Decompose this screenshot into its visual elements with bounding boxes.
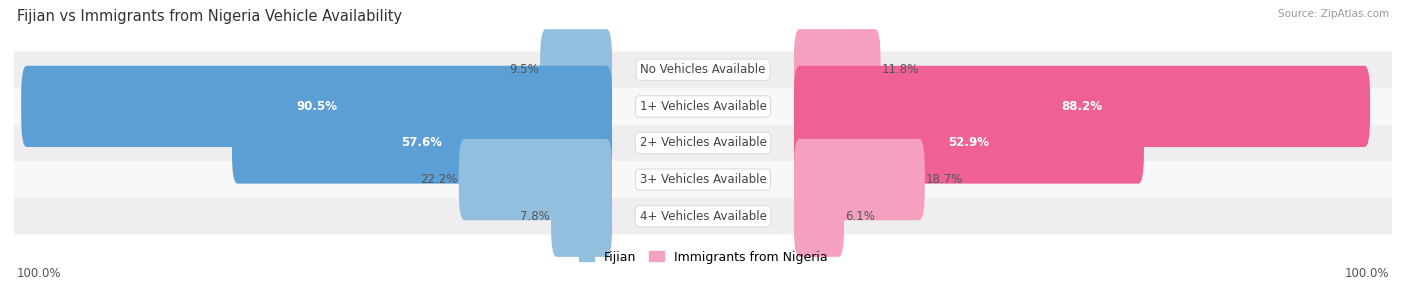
Text: 6.1%: 6.1% [845,210,876,223]
FancyBboxPatch shape [14,125,1392,161]
FancyBboxPatch shape [794,176,844,257]
Text: 18.7%: 18.7% [927,173,963,186]
FancyBboxPatch shape [14,198,1392,235]
Text: 88.2%: 88.2% [1062,100,1102,113]
FancyBboxPatch shape [540,29,612,110]
Text: 2+ Vehicles Available: 2+ Vehicles Available [640,136,766,150]
Text: 57.6%: 57.6% [402,136,443,150]
FancyBboxPatch shape [794,102,1144,184]
Text: 100.0%: 100.0% [17,267,62,280]
Text: 52.9%: 52.9% [949,136,990,150]
FancyBboxPatch shape [794,66,1369,147]
Text: 11.8%: 11.8% [882,63,920,76]
FancyBboxPatch shape [14,51,1392,88]
Text: 3+ Vehicles Available: 3+ Vehicles Available [640,173,766,186]
Text: 1+ Vehicles Available: 1+ Vehicles Available [640,100,766,113]
Text: 22.2%: 22.2% [420,173,457,186]
Text: Fijian vs Immigrants from Nigeria Vehicle Availability: Fijian vs Immigrants from Nigeria Vehicl… [17,9,402,23]
FancyBboxPatch shape [551,176,612,257]
FancyBboxPatch shape [232,102,612,184]
FancyBboxPatch shape [794,139,925,220]
Text: 4+ Vehicles Available: 4+ Vehicles Available [640,210,766,223]
Text: 90.5%: 90.5% [297,100,337,113]
Text: 9.5%: 9.5% [509,63,538,76]
Text: 100.0%: 100.0% [1344,267,1389,280]
FancyBboxPatch shape [794,29,880,110]
Text: 7.8%: 7.8% [520,210,550,223]
Text: Source: ZipAtlas.com: Source: ZipAtlas.com [1278,9,1389,19]
Text: No Vehicles Available: No Vehicles Available [640,63,766,76]
Legend: Fijian, Immigrants from Nigeria: Fijian, Immigrants from Nigeria [574,246,832,269]
FancyBboxPatch shape [14,88,1392,125]
FancyBboxPatch shape [458,139,612,220]
FancyBboxPatch shape [14,161,1392,198]
FancyBboxPatch shape [21,66,612,147]
